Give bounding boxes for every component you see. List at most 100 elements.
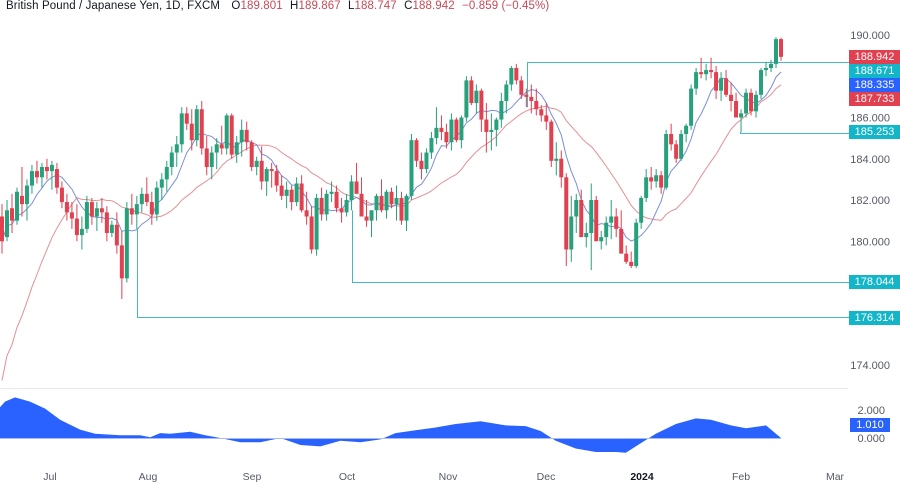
time-axis-label: Oct — [338, 471, 356, 483]
open-value: 189.801 — [240, 0, 283, 12]
oscillator-tick-label: 0.000 — [857, 433, 885, 445]
bearish-candle — [519, 80, 524, 95]
bearish-candle — [549, 121, 554, 161]
bearish-candle — [419, 160, 424, 170]
bearish-candle — [629, 261, 634, 266]
bearish-candle — [699, 72, 704, 75]
bullish-candle — [404, 195, 409, 221]
bearish-candle — [144, 193, 149, 203]
high-label: H — [290, 0, 299, 12]
bearish-candle — [779, 39, 783, 57]
change-value: −0.859 (−0.45%) — [462, 0, 550, 12]
bearish-candle — [59, 187, 64, 203]
bearish-candle — [669, 134, 674, 145]
bearish-candle — [389, 191, 394, 205]
bearish-candle — [709, 70, 714, 73]
bearish-candle — [334, 191, 339, 209]
bearish-candle — [219, 144, 224, 149]
bearish-candle — [259, 160, 264, 182]
bullish-candle — [409, 140, 414, 196]
close-label: C — [404, 0, 413, 12]
bearish-candle — [54, 169, 59, 188]
bullish-candle — [374, 195, 379, 211]
time-axis-label: 2024 — [630, 471, 654, 483]
bearish-candle — [414, 140, 419, 161]
bullish-candle — [474, 90, 479, 104]
bullish-candle — [739, 113, 744, 118]
bullish-candle — [349, 181, 354, 200]
bearish-candle — [304, 210, 309, 217]
bearish-candle — [114, 224, 119, 246]
price-label-tag: 176.314 — [849, 311, 900, 325]
bearish-candle — [19, 195, 24, 205]
bullish-candle — [14, 191, 19, 221]
bullish-candle — [169, 152, 174, 167]
bearish-candle — [9, 208, 14, 221]
bearish-candle — [64, 202, 69, 213]
open-label: O — [231, 0, 241, 12]
bullish-candle — [234, 142, 239, 155]
bullish-candle — [154, 187, 159, 215]
bearish-candle — [529, 96, 534, 101]
bullish-candle — [504, 84, 509, 101]
price-label-tag: 187.733 — [849, 92, 900, 106]
bearish-candle — [229, 115, 234, 155]
bullish-candle — [589, 200, 594, 233]
bearish-candle — [0, 216, 4, 242]
close-value: 188.942 — [412, 0, 455, 12]
price-label-tag: 188.335 — [849, 78, 900, 92]
bearish-candle — [539, 109, 544, 116]
bullish-candle — [769, 63, 774, 68]
time-axis-label: Feb — [731, 471, 751, 483]
time-axis-label: Dec — [536, 471, 556, 483]
bullish-candle — [424, 152, 429, 170]
bullish-candle — [464, 80, 469, 118]
bearish-candle — [579, 200, 584, 238]
price-label-tag: 188.942 — [849, 50, 900, 64]
price-label-tag: 178.044 — [849, 275, 900, 289]
time-axis-label: Jul — [43, 471, 57, 483]
oscillator-value-tag: 1.010 — [850, 418, 890, 432]
bearish-candle — [339, 208, 344, 213]
bullish-candle — [719, 78, 724, 91]
bearish-candle — [454, 119, 459, 141]
bullish-candle — [644, 177, 649, 198]
bearish-candle — [649, 177, 654, 182]
oscillator-tick-label: 2.000 — [857, 405, 885, 417]
bullish-candle — [344, 200, 349, 213]
bullish-candle — [164, 167, 169, 180]
bullish-candle — [124, 208, 129, 279]
bearish-candle — [359, 193, 364, 217]
bullish-candle — [599, 237, 604, 242]
bullish-candle — [654, 175, 659, 182]
bullish-candle — [679, 134, 684, 159]
bearish-candle — [714, 72, 719, 91]
bearish-candle — [734, 101, 739, 118]
bullish-candle — [759, 70, 764, 95]
bearish-candle — [204, 148, 209, 167]
bullish-candle — [449, 119, 454, 143]
bullish-candle — [704, 70, 709, 75]
price-label-tag: 188.671 — [849, 64, 900, 78]
bullish-candle — [609, 216, 614, 223]
bullish-candle — [604, 222, 609, 238]
bearish-candle — [564, 177, 569, 250]
high-value: 189.867 — [298, 0, 341, 12]
bearish-candle — [89, 202, 94, 217]
bullish-candle — [744, 92, 749, 114]
bearish-candle — [674, 144, 679, 159]
bullish-candle — [224, 115, 229, 149]
bearish-candle — [309, 216, 314, 250]
bullish-candle — [509, 68, 514, 85]
bullish-candle — [179, 113, 184, 145]
bearish-candle — [524, 94, 529, 97]
bullish-candle — [634, 222, 639, 266]
bullish-candle — [394, 197, 399, 205]
bullish-candle — [324, 193, 329, 215]
bullish-candle — [159, 179, 164, 188]
bearish-candle — [534, 101, 539, 110]
bullish-candle — [39, 167, 44, 178]
low-value: 188.747 — [354, 0, 397, 12]
bullish-candle — [294, 183, 299, 203]
